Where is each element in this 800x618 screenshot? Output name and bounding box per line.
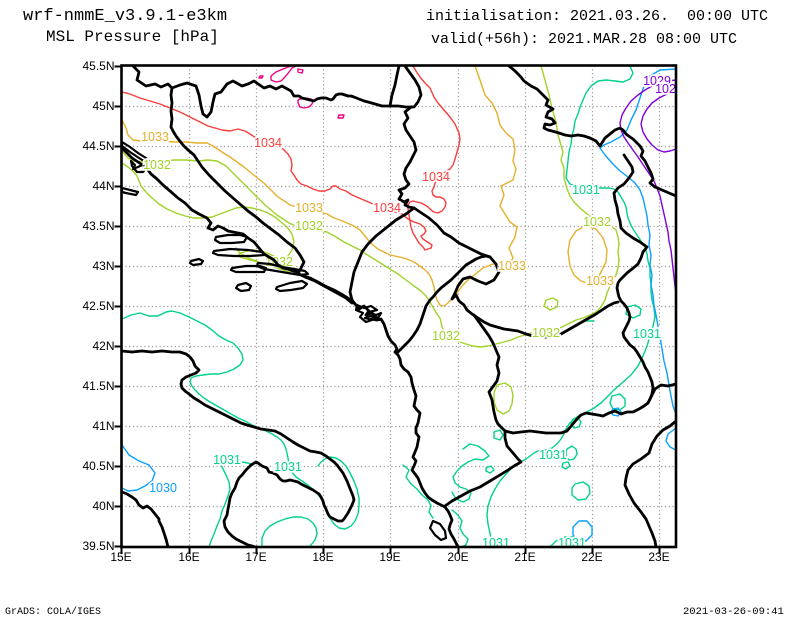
svg-text:39.5N: 39.5N bbox=[82, 539, 114, 553]
svg-text:41N: 41N bbox=[92, 419, 114, 433]
svg-text:45.5N: 45.5N bbox=[82, 59, 114, 73]
svg-text:1030: 1030 bbox=[149, 481, 177, 495]
svg-text:1029: 1029 bbox=[655, 82, 683, 96]
svg-text:MSL Pressure [hPa]: MSL Pressure [hPa] bbox=[46, 28, 219, 46]
svg-text:1032: 1032 bbox=[432, 329, 460, 343]
svg-text:1031: 1031 bbox=[213, 453, 241, 467]
svg-text:1029: 1029 bbox=[643, 74, 671, 88]
svg-text:1034: 1034 bbox=[254, 136, 282, 150]
svg-text:20E: 20E bbox=[447, 550, 468, 564]
svg-text:1032: 1032 bbox=[532, 326, 560, 340]
svg-text:1032: 1032 bbox=[295, 219, 323, 233]
svg-text:1033: 1033 bbox=[498, 259, 526, 273]
svg-text:1033: 1033 bbox=[586, 274, 614, 288]
svg-text:1032: 1032 bbox=[583, 215, 611, 229]
svg-text:GrADS: COLA/IGES: GrADS: COLA/IGES bbox=[5, 606, 101, 618]
svg-text:initialisation: 2021.03.26. 0: initialisation: 2021.03.26. 00:00 UTC bbox=[426, 8, 768, 25]
svg-text:1031: 1031 bbox=[482, 536, 510, 550]
svg-text:15E: 15E bbox=[110, 550, 131, 564]
svg-text:41.5N: 41.5N bbox=[82, 379, 114, 393]
svg-text:44.5N: 44.5N bbox=[82, 139, 114, 153]
svg-text:wrf-nmmE_v3.9.1-e3km: wrf-nmmE_v3.9.1-e3km bbox=[23, 7, 227, 26]
svg-text:44N: 44N bbox=[92, 179, 114, 193]
svg-text:23E: 23E bbox=[648, 550, 669, 564]
svg-text:1031: 1031 bbox=[274, 460, 302, 474]
svg-text:1034: 1034 bbox=[373, 201, 401, 215]
svg-text:18E: 18E bbox=[312, 550, 333, 564]
svg-text:2021-03-26-09:41: 2021-03-26-09:41 bbox=[683, 606, 784, 618]
svg-text:1032: 1032 bbox=[143, 158, 171, 172]
svg-text:43.5N: 43.5N bbox=[82, 219, 114, 233]
svg-text:1031: 1031 bbox=[633, 327, 661, 341]
svg-text:21E: 21E bbox=[514, 550, 535, 564]
svg-text:valid(+56h): 2021.MAR.28 08:00: valid(+56h): 2021.MAR.28 08:00 UTC bbox=[431, 31, 737, 48]
svg-text:42N: 42N bbox=[92, 339, 114, 353]
svg-text:42.5N: 42.5N bbox=[82, 299, 114, 313]
svg-text:19E: 19E bbox=[379, 550, 400, 564]
svg-text:43N: 43N bbox=[92, 259, 114, 273]
svg-text:17E: 17E bbox=[245, 550, 266, 564]
svg-text:1031: 1031 bbox=[558, 536, 586, 550]
svg-text:40.5N: 40.5N bbox=[82, 459, 114, 473]
svg-text:45N: 45N bbox=[92, 99, 114, 113]
svg-text:16E: 16E bbox=[178, 550, 199, 564]
svg-text:1033: 1033 bbox=[295, 201, 323, 215]
svg-text:1031: 1031 bbox=[539, 448, 567, 462]
svg-text:1033: 1033 bbox=[141, 130, 169, 144]
svg-text:40N: 40N bbox=[92, 499, 114, 513]
svg-text:1034: 1034 bbox=[422, 170, 450, 184]
svg-text:1031: 1031 bbox=[572, 183, 600, 197]
svg-text:22E: 22E bbox=[581, 550, 602, 564]
